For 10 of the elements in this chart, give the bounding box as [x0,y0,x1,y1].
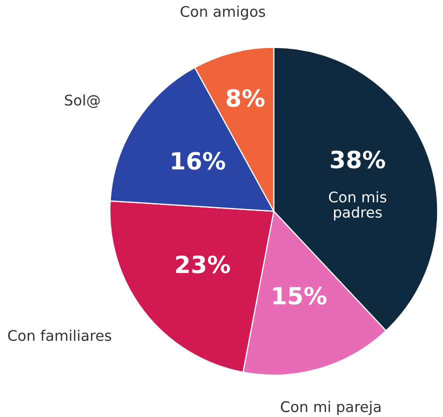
data-label: 38% [330,150,386,168]
slice-label: Con mi pareja [280,400,380,416]
data-label: 16% [172,152,226,170]
data-label: 23% [176,255,230,274]
slice-label: Con familiares [8,330,112,342]
slice-label: Sol@ [64,94,100,108]
slice-label: Con mis padres [328,191,386,221]
data-label: 8% [226,89,265,107]
slice-label: Con amigos [180,6,266,20]
data-label: 15% [273,286,326,305]
